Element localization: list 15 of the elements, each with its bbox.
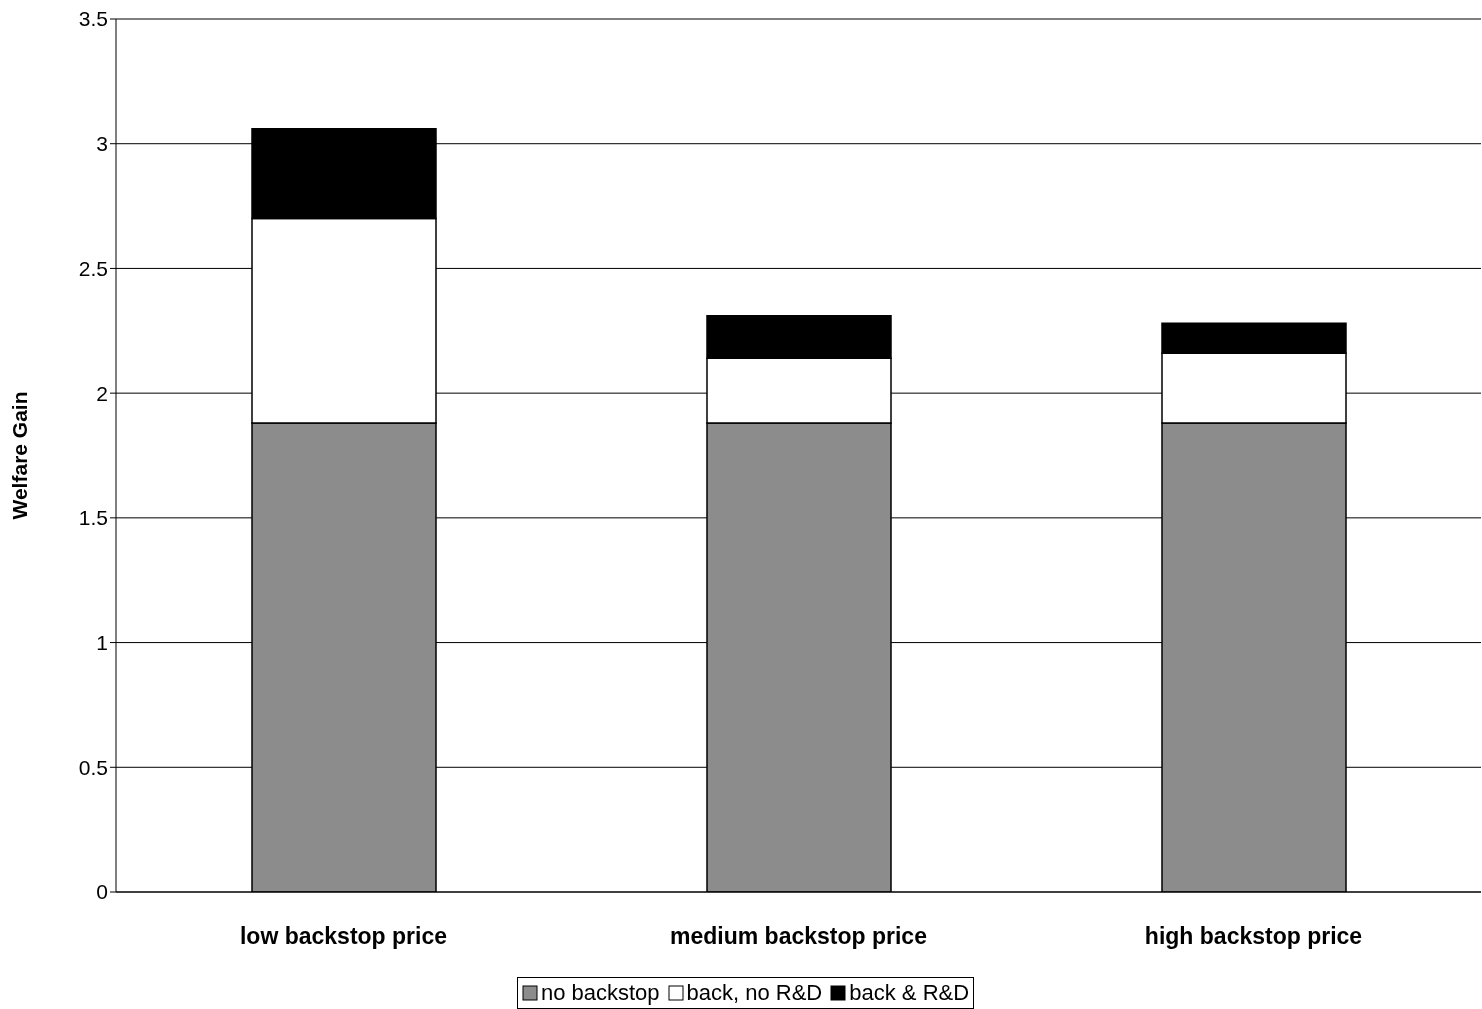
y-tick-label: 2.5 xyxy=(78,256,108,280)
y-tick-label: 2 xyxy=(96,381,108,405)
y-tick-label: 3.5 xyxy=(78,7,108,31)
y-tick-label: 1.5 xyxy=(78,506,108,530)
y-axis-title: Welfare Gain xyxy=(8,391,32,520)
x-tick-label: high backstop price xyxy=(1144,923,1363,950)
x-tick-label: medium backstop price xyxy=(670,923,927,950)
legend-label: back, no R&D xyxy=(685,980,823,1006)
legend-label: no backstop xyxy=(539,980,660,1006)
y-tick-label: 1 xyxy=(96,631,108,655)
y-tick-label: 0 xyxy=(96,880,108,904)
legend-label: back & R&D xyxy=(848,980,970,1006)
y-tick-label: 3 xyxy=(96,132,108,156)
y-tick-label: 0.5 xyxy=(78,755,108,779)
x-tick-label: low backstop price xyxy=(239,923,448,950)
